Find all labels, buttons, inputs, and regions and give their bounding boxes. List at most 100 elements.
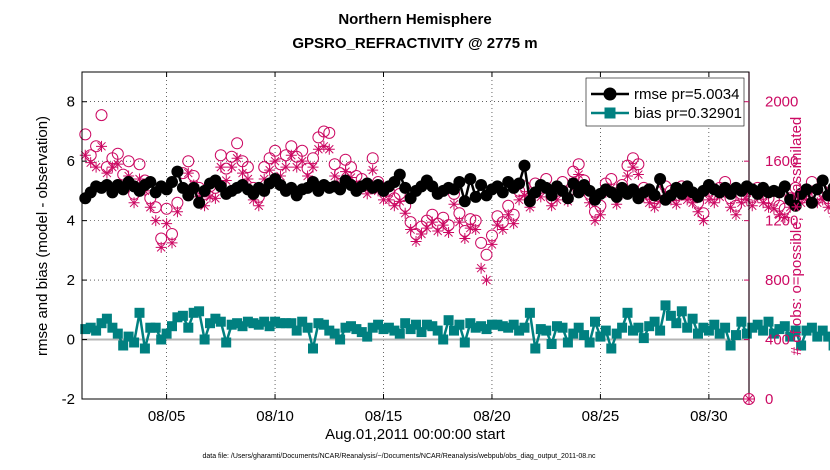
bias-point (552, 321, 562, 332)
x-tick-label: 08/25 (582, 408, 620, 425)
rmse-point (827, 183, 830, 193)
bias-point (693, 328, 703, 339)
x-tick-label: 08/05 (148, 408, 186, 425)
assimilated-obs-point (486, 238, 498, 250)
bias-point (541, 325, 552, 336)
assimilated-obs-point (383, 194, 395, 206)
bias-point (237, 321, 248, 332)
assimilated-obs-point (280, 161, 292, 173)
bias-point (736, 316, 747, 327)
legend-bias-label: bias pr=0.32901 (634, 105, 742, 122)
rmse-point (513, 177, 526, 190)
bias-point (188, 307, 199, 318)
bias-point (557, 322, 568, 333)
bias-point (617, 322, 628, 333)
bias-point (600, 325, 611, 336)
bias-point (248, 318, 259, 329)
bias-point (270, 316, 281, 327)
assimilated-obs-point (730, 209, 742, 221)
assimilated-obs-point (692, 206, 704, 218)
assimilated-obs-point (481, 274, 493, 286)
bias-point (568, 328, 579, 339)
bias-point (660, 300, 671, 311)
assimilated-obs-point (822, 201, 830, 213)
y-tick-label: 4 (67, 213, 75, 230)
bias-point (768, 328, 779, 339)
assimilated-obs-point (464, 222, 476, 234)
assimilated-obs-point (622, 170, 634, 182)
bias-point (313, 318, 324, 329)
assimilated-obs-point (399, 207, 411, 219)
bias-point (519, 322, 530, 333)
rmse-point (800, 183, 813, 196)
assimilated-obs-point (627, 161, 639, 173)
y2-tick-label: 1200 (765, 213, 798, 230)
assimilated-obs-point (394, 195, 406, 207)
rmse-point (822, 189, 830, 202)
bias-point (731, 330, 741, 341)
assimilated-obs-point (518, 189, 530, 201)
bias-point (139, 343, 150, 354)
assimilated-obs-point (415, 228, 427, 240)
bias-point (454, 319, 465, 330)
assimilated-obs-point (302, 170, 314, 182)
assimilated-obs-point (670, 198, 682, 210)
legend-bias-marker (604, 107, 616, 119)
possible-obs-point (475, 236, 488, 249)
bias-point (383, 322, 394, 333)
x-tick-label: 08/30 (690, 408, 728, 425)
x-tick-label: 08/10 (256, 408, 294, 425)
assimilated-obs-point (291, 161, 303, 173)
rmse-point (307, 176, 319, 188)
assimilated-obs-point (101, 167, 113, 179)
bias-point (449, 325, 459, 336)
assimilated-obs-point (643, 197, 655, 209)
assimilated-obs-point (144, 201, 156, 213)
assimilated-obs-point (285, 149, 297, 161)
y2-tick-label: 0 (765, 391, 773, 408)
bias-point (253, 319, 264, 330)
assimilated-obs-point (340, 166, 352, 178)
bias-point (308, 343, 318, 354)
x-tick-label: 08/15 (365, 408, 403, 425)
bias-point (167, 321, 177, 332)
assimilated-obs-point (508, 218, 520, 230)
possible-obs-point (160, 202, 173, 215)
bias-point (210, 313, 221, 324)
rmse-point (610, 190, 623, 203)
bias-point (226, 319, 237, 330)
bias-point (812, 331, 823, 342)
legend-rmse-label: rmse pr=5.0034 (634, 86, 739, 103)
rmse-point (393, 168, 406, 181)
bias-point (221, 337, 232, 348)
bias-point (215, 316, 226, 327)
bias-point (503, 322, 514, 333)
assimilated-obs-point (367, 164, 379, 176)
bias-point (275, 318, 286, 329)
assimilated-obs-point (725, 201, 737, 213)
assimilated-obs-point (453, 216, 465, 228)
bias-point (232, 318, 243, 329)
possible-obs-point (95, 109, 108, 122)
rmse-point (567, 177, 580, 190)
rmse-point (778, 180, 791, 193)
assimilated-obs-point (133, 173, 145, 185)
rmse-point (171, 165, 184, 178)
assimilated-obs-point (323, 143, 335, 155)
assimilated-obs-point (459, 232, 471, 244)
assimilated-obs-point (513, 194, 525, 206)
assimilated-obs-point (573, 169, 585, 181)
bias-point (703, 325, 714, 336)
rmse-point (811, 183, 824, 196)
assimilated-obs-point (307, 161, 319, 173)
assimilated-obs-point (703, 194, 715, 206)
y2-tick-label: 400 (765, 332, 790, 349)
assimilated-obs-point (708, 197, 720, 209)
bias-point (492, 319, 503, 330)
bias-point (470, 322, 481, 333)
plot-area (82, 72, 749, 399)
assimilated-obs-point (768, 203, 780, 215)
assimilated-obs-point (746, 200, 758, 212)
assimilated-obs-point (589, 215, 601, 227)
